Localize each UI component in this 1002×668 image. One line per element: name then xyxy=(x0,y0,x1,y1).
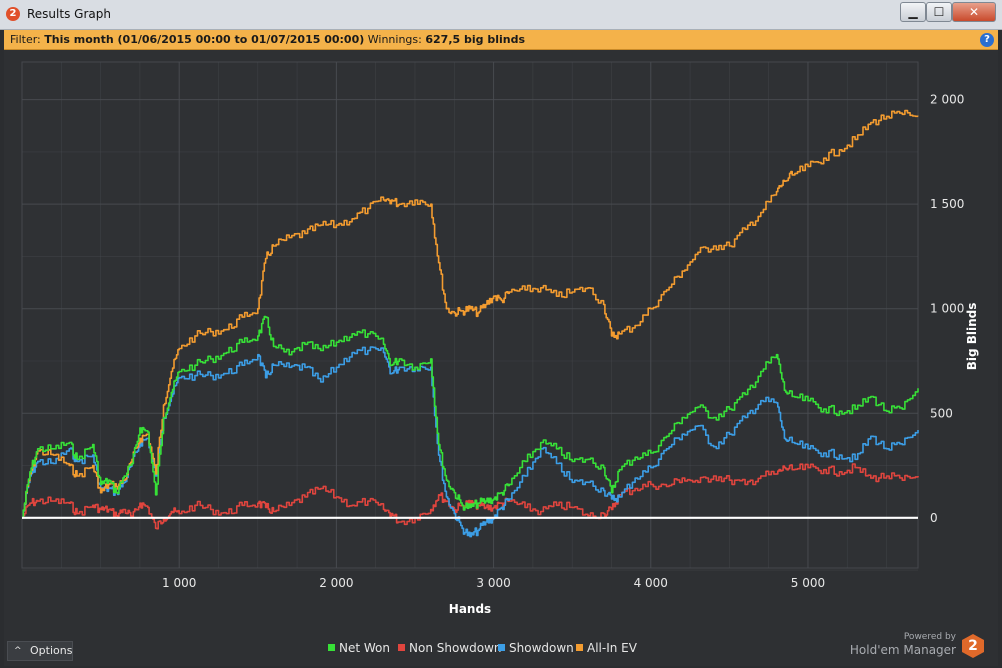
powered-by-label: Powered by xyxy=(903,632,956,642)
winnings-label: Winnings: xyxy=(367,33,422,46)
legend-swatch xyxy=(328,644,335,651)
y-tick-label: 2 000 xyxy=(930,93,964,107)
all-in-ev-line xyxy=(22,109,919,519)
y-tick-label: 500 xyxy=(930,406,953,420)
filter-range: This month (01/06/2015 00:00 to 01/07/20… xyxy=(44,33,365,46)
filter-prefix: Filter: xyxy=(10,33,41,46)
chevron-up-icon: ^ xyxy=(14,646,22,656)
legend-item[interactable]: Net Won xyxy=(328,641,390,655)
hm2-logo-icon: 2 xyxy=(6,7,20,21)
window-titlebar: 2 Results Graph ▁ ☐ ✕ xyxy=(0,0,1002,30)
brand-name: Hold'em Manager xyxy=(849,643,956,657)
chart-legend: Net Won Non Showdown Showdown All-In EV xyxy=(0,641,1002,657)
y-tick-label: 1 500 xyxy=(930,197,964,211)
holdem-manager-logo-icon: 2 xyxy=(962,634,984,658)
legend-item[interactable]: Non Showdown xyxy=(398,641,502,655)
close-button[interactable]: ✕ xyxy=(952,2,996,22)
y-tick-label: 1 000 xyxy=(930,302,964,316)
showdown-line xyxy=(22,346,919,538)
winnings-value: 627,5 big blinds xyxy=(425,33,525,46)
options-button[interactable]: ^ Options xyxy=(7,641,73,661)
legend-label: Non Showdown xyxy=(409,641,502,655)
chart-panel: 1 000 2 000 3 000 4 000 5 000 0 500 1 000 1 500 2… xyxy=(4,50,998,666)
powered-by: Powered by Hold'em Manager xyxy=(850,632,956,657)
legend-swatch xyxy=(576,644,583,651)
legend-label: Net Won xyxy=(339,641,390,655)
legend-item[interactable]: All-In EV xyxy=(576,641,637,655)
y-tick-label: 0 xyxy=(930,511,938,525)
minimize-button[interactable]: ▁ xyxy=(900,2,926,22)
x-tick-label: 2 000 xyxy=(319,576,353,590)
non-showdown-line xyxy=(22,463,919,530)
y-axis-label: Big Blinds xyxy=(965,303,979,371)
x-tick-label: 5 000 xyxy=(791,576,825,590)
legend-swatch xyxy=(398,644,405,651)
help-icon[interactable]: ? xyxy=(980,33,994,47)
legend-label: All-In EV xyxy=(587,641,637,655)
filter-bar[interactable]: Filter: This month (01/06/2015 00:00 to … xyxy=(4,30,998,50)
x-tick-label: 4 000 xyxy=(634,576,668,590)
legend-label: Showdown xyxy=(509,641,574,655)
x-axis-label: Hands xyxy=(449,602,491,616)
x-tick-label: 3 000 xyxy=(476,576,510,590)
legend-item[interactable]: Showdown xyxy=(498,641,574,655)
net-won-line xyxy=(22,315,919,519)
maximize-button[interactable]: ☐ xyxy=(926,2,952,22)
options-label: Options xyxy=(30,644,73,657)
legend-swatch xyxy=(498,644,505,651)
x-tick-label: 1 000 xyxy=(162,576,196,590)
results-chart: 1 000 2 000 3 000 4 000 5 000 0 500 1 000 1 500 2… xyxy=(21,61,979,616)
window-title: Results Graph xyxy=(27,7,111,21)
